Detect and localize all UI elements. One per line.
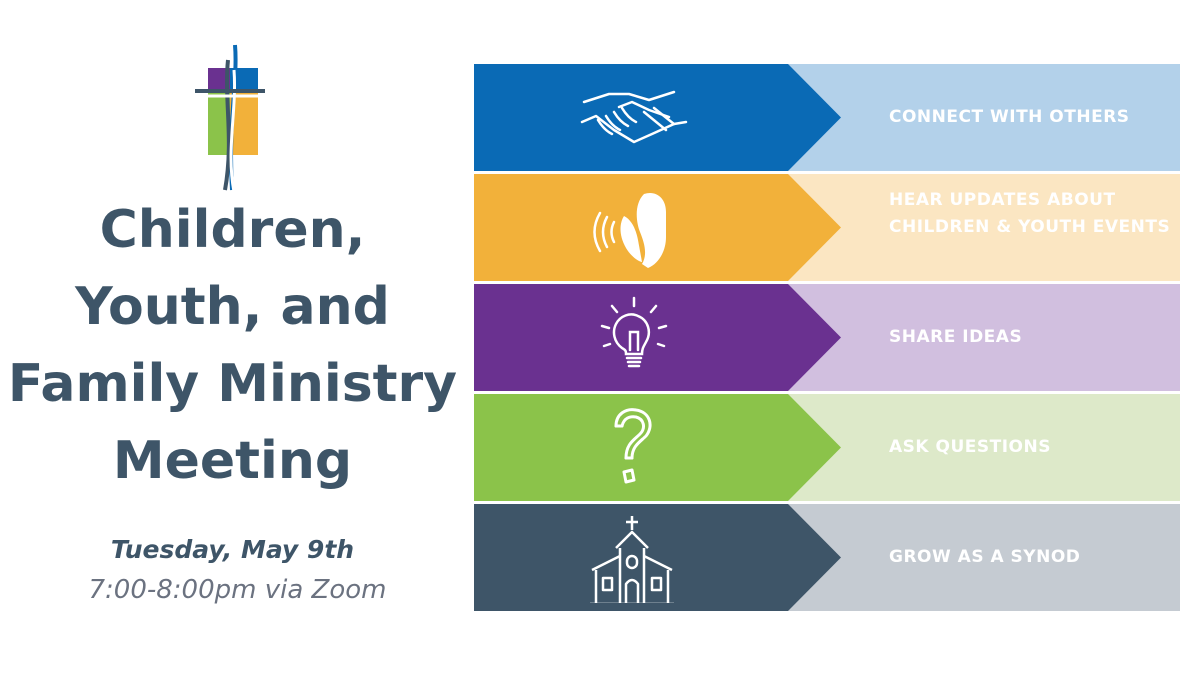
question-mark-icon	[614, 408, 652, 484]
handshake-icon	[580, 90, 688, 144]
meeting-title: Children, Youth, and Family Ministry Mee…	[0, 192, 465, 500]
lightbulb-icon	[600, 296, 668, 368]
row-arrow	[474, 504, 841, 611]
listening-icon	[593, 192, 666, 268]
row-arrow	[474, 64, 841, 171]
info-row-synod: GROW AS A SYNOD	[474, 504, 1180, 611]
title-line: Family Ministry	[7, 354, 458, 414]
title-line: Youth, and	[75, 277, 390, 337]
info-row-questions: ASK QUESTIONS	[474, 394, 1180, 501]
info-row-updates: HEAR UPDATES ABOUT CHILDREN & YOUTH EVEN…	[474, 174, 1180, 281]
church-icon	[590, 516, 674, 603]
row-arrow	[474, 284, 841, 391]
info-row-connect: CONNECT WITH OTHERS	[474, 64, 1180, 171]
title-line: Meeting	[112, 431, 353, 491]
row-label: HEAR UPDATES ABOUT CHILDREN & YOUTH EVEN…	[889, 190, 1171, 237]
meeting-time: 7:00-8:00pm via Zoom	[88, 575, 387, 605]
title-line: Children,	[99, 200, 366, 260]
info-row-ideas: SHARE IDEAS	[474, 284, 1180, 391]
meeting-date: Tuesday, May 9th	[110, 535, 355, 564]
synod-cross-logo	[195, 44, 265, 193]
row-label: SHARE IDEAS	[889, 327, 1023, 347]
row-label: ASK QUESTIONS	[889, 437, 1051, 457]
row-label: CONNECT WITH OTHERS	[889, 107, 1130, 127]
row-label: GROW AS A SYNOD	[889, 547, 1081, 567]
row-arrow	[474, 394, 841, 501]
